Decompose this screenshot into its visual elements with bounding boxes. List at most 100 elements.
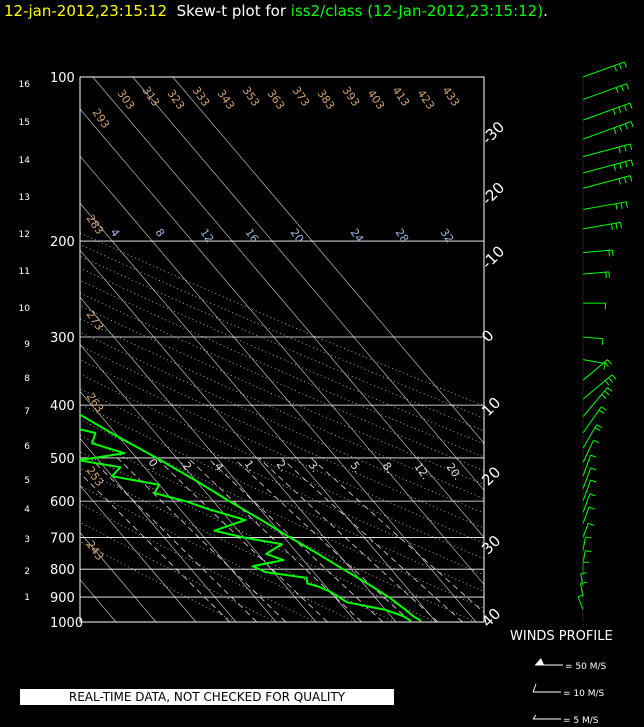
wind-barb	[582, 143, 631, 158]
dry-adiabat-label: 283	[84, 212, 107, 237]
winds-legend-label: = 50 M/S	[565, 662, 607, 672]
mixing-ratio-label-lower: 2.	[274, 458, 291, 474]
wind-barb-flag	[630, 121, 634, 128]
wind-barb-flag	[613, 164, 616, 171]
wind-barb-flag	[615, 87, 619, 94]
pressure-tick-label: 1000	[50, 616, 83, 631]
wind-barb	[582, 249, 613, 254]
height-tick-label: 16	[19, 80, 31, 90]
wind-barb-flag	[588, 506, 595, 510]
height-tick-label: 6	[24, 442, 30, 452]
wind-barb-flag	[625, 161, 628, 168]
mixing-ratio-line	[233, 457, 412, 622]
height-tick-label: 14	[19, 156, 31, 166]
dry-adiabat-label: 423	[415, 87, 438, 112]
winds-profile-title: WINDS PROFILE	[510, 629, 613, 644]
grid-layer	[80, 77, 484, 622]
wind-barb-flag	[630, 159, 634, 166]
winds-legend-label: = 5 M/S	[563, 716, 599, 726]
dry-adiabat-line	[80, 467, 396, 622]
mixing-ratio-label: 4	[108, 226, 123, 239]
timestamp-label: 12-jan-2012,23:15:12	[4, 2, 168, 20]
mixing-ratio-label-lower: 12.	[412, 460, 433, 482]
wind-barb-flag	[620, 202, 623, 209]
wind-barb	[582, 83, 627, 101]
height-tick-label: 12	[19, 230, 30, 240]
isotherm-label-right: -30	[478, 118, 508, 148]
dry-adiabat-label: 323	[165, 87, 188, 112]
isotherm-label-right: 10	[478, 394, 504, 420]
isotherm-line	[80, 202, 437, 622]
wind-barb-flag	[620, 85, 624, 92]
wind-barb-flag	[589, 493, 596, 497]
isotherm-line	[80, 155, 477, 622]
wind-barb	[582, 424, 598, 449]
wind-barb-flag	[588, 522, 595, 526]
wind-barb	[582, 121, 632, 140]
dry-adiabat-label: 253	[84, 464, 107, 489]
isotherm-label-right: 20	[478, 463, 504, 489]
dewpoint-line	[80, 428, 412, 622]
dry-adiabat-label: 393	[340, 84, 363, 109]
mixing-ratio-line	[89, 457, 258, 622]
wind-barb-flag	[623, 177, 627, 184]
pressure-tick-label: 400	[50, 399, 75, 414]
mixing-ratio-line	[155, 457, 328, 622]
wind-barb	[582, 201, 627, 210]
wind-barb-flag	[618, 106, 622, 113]
dry-adiabat-line	[80, 521, 276, 622]
mixing-ratio-line	[258, 457, 439, 622]
dry-adiabat-line	[80, 388, 484, 576]
wind-barb-flag	[580, 581, 587, 584]
wind-barb-flag	[607, 387, 613, 392]
mixing-ratio-label-lower: 20.	[444, 461, 465, 483]
pressure-tick-label: 100	[50, 71, 75, 86]
wind-barb	[582, 479, 592, 502]
mixing-ratio-label: 16	[243, 226, 262, 245]
wind-barb	[582, 271, 609, 275]
pressure-tick-label: 200	[50, 235, 75, 250]
wind-barb-flag	[611, 249, 614, 257]
mixing-ratio-line	[281, 457, 463, 622]
wind-barb-flag	[611, 374, 617, 380]
dry-adiabat-line	[80, 503, 316, 622]
wind-barb	[582, 550, 586, 564]
wind-barb-flag	[618, 63, 622, 70]
isotherm-line	[80, 390, 277, 622]
dry-adiabat-label: 333	[190, 84, 213, 109]
wind-barb-flag	[601, 406, 607, 411]
wind-barb-flag	[590, 479, 597, 483]
wind-barb-flag	[610, 223, 613, 230]
wind-barb	[582, 159, 632, 174]
dry-adiabat-line	[80, 331, 484, 514]
legend-pennant	[535, 658, 544, 665]
mixing-ratio-label-lower: 8.	[380, 460, 397, 476]
wind-barb-flag	[619, 222, 622, 229]
mixing-ratio-line	[207, 457, 384, 622]
dry-adiabat-label: 353	[240, 84, 263, 109]
mixing-ratio-label: 20	[288, 226, 307, 245]
mixing-ratio-label: 28	[393, 226, 412, 245]
dry-adiabat-label: 433	[440, 84, 463, 109]
wind-barb-flag	[585, 550, 592, 553]
wind-barb	[582, 359, 608, 381]
wind-profile-layer	[532, 61, 634, 720]
mixing-ratio-line	[117, 457, 287, 622]
wind-barb-flag	[629, 175, 633, 182]
wind-barb-flag	[604, 361, 609, 368]
height-tick-label: 11	[19, 267, 30, 277]
wind-barb	[582, 493, 591, 513]
isotherm-label-right: -20	[478, 179, 508, 209]
dry-adiabat-label: 373	[290, 84, 313, 109]
wind-barb	[582, 454, 592, 477]
wind-barb	[582, 506, 590, 524]
wind-barb-flag	[608, 250, 610, 257]
wind-barb-flag	[625, 201, 628, 208]
wind-barb	[582, 467, 592, 490]
wind-barb-flag	[593, 439, 600, 444]
mixing-ratio-label-lower: 5.	[348, 459, 365, 475]
wind-barb-flag	[594, 427, 601, 431]
height-tick-label: 7	[24, 407, 30, 417]
wind-barb-flag	[613, 65, 617, 72]
